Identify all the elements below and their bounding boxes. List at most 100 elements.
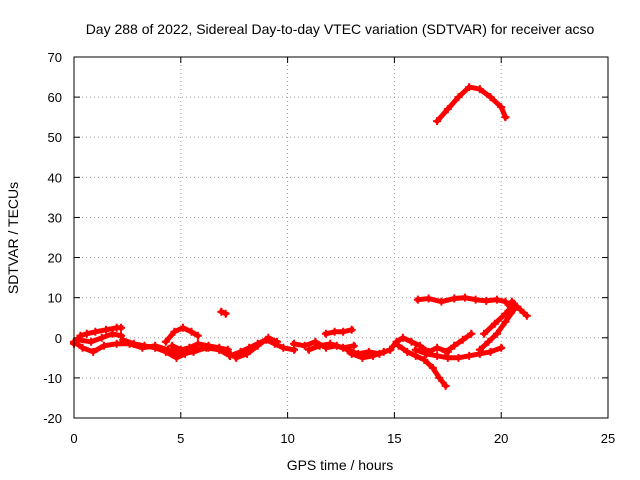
series-sat-c [74, 329, 125, 346]
data-point [475, 85, 484, 94]
data-point [516, 305, 525, 314]
data-point [420, 355, 429, 364]
data-point [433, 117, 442, 126]
series-sat-o [394, 341, 450, 390]
data-point [339, 343, 348, 352]
series-sat-k [304, 339, 358, 354]
data-point [193, 331, 202, 340]
data-point [490, 319, 499, 328]
data-point [172, 353, 181, 362]
x-tick-label: 25 [601, 431, 615, 446]
data-point [339, 327, 348, 336]
data-point [300, 341, 309, 350]
x-axis-label: GPS time / hours [287, 457, 394, 473]
data-point [522, 311, 531, 320]
data-point [492, 329, 501, 338]
data-point [407, 337, 416, 346]
data-point [433, 351, 442, 360]
data-point [99, 341, 108, 350]
data-point [232, 353, 241, 362]
grid-lines [74, 57, 608, 418]
y-tick-label: 10 [48, 291, 62, 306]
data-point [501, 297, 510, 306]
data-point [168, 341, 177, 350]
data-point [161, 337, 170, 346]
data-point [435, 373, 444, 382]
data-point [501, 317, 510, 326]
data-point [322, 329, 331, 338]
data-point [129, 339, 138, 348]
data-point [413, 295, 422, 304]
series-sat-l [322, 325, 356, 338]
data-point [482, 296, 491, 305]
data-point [424, 294, 433, 303]
data-point [450, 294, 459, 303]
data-point [97, 333, 106, 342]
data-point [460, 293, 469, 302]
data-point [87, 337, 96, 346]
data-point [311, 337, 320, 346]
data-point [467, 329, 476, 338]
series-trace [233, 334, 281, 362]
axis-ticks [73, 56, 609, 419]
series-sat-g [217, 307, 230, 318]
data-point [386, 345, 395, 354]
y-tick-label: -20 [43, 411, 62, 426]
data-point [116, 323, 125, 332]
data-point [204, 341, 213, 350]
data-point [108, 329, 117, 338]
data-point [416, 341, 425, 350]
data-point [119, 335, 128, 344]
y-tick-labels: -20 -10 0 10 20 30 40 50 60 70 [43, 50, 62, 426]
data-point [465, 83, 474, 92]
data-point [151, 343, 160, 352]
data-point [492, 295, 501, 304]
data-series [70, 83, 531, 390]
series-sat-m [347, 347, 388, 362]
data-point [264, 333, 273, 342]
data-point [443, 353, 452, 362]
data-point [82, 329, 91, 338]
data-point [89, 347, 98, 356]
data-point [507, 305, 516, 314]
data-point [187, 327, 196, 336]
data-point [347, 325, 356, 334]
data-point [454, 93, 463, 102]
data-point [465, 351, 474, 360]
data-point [484, 337, 493, 346]
data-point [428, 363, 437, 372]
data-point [486, 347, 495, 356]
data-point [243, 349, 252, 358]
series-trace [433, 84, 509, 125]
data-point [221, 309, 230, 318]
y-tick-label: 40 [48, 170, 62, 185]
series-trace [442, 330, 475, 356]
data-point [326, 339, 335, 348]
data-point [501, 309, 510, 318]
data-point [411, 345, 420, 354]
data-point [215, 343, 224, 352]
data-point [358, 353, 367, 362]
x-tick-label: 5 [177, 431, 184, 446]
data-point [161, 347, 170, 356]
data-point [398, 333, 407, 342]
series-sat-e [161, 323, 202, 346]
data-point [193, 339, 202, 348]
data-point [369, 351, 378, 360]
data-point [330, 327, 339, 336]
data-point [178, 323, 187, 332]
y-tick-label: 60 [48, 90, 62, 105]
x-tick-label: 15 [387, 431, 401, 446]
x-tick-labels: 0 5 10 15 20 25 [70, 431, 615, 446]
data-point [392, 337, 401, 346]
plot-frame [73, 56, 609, 419]
series-trace [415, 295, 516, 314]
data-point [480, 329, 489, 338]
data-point [454, 353, 463, 362]
data-point [486, 93, 495, 102]
data-point [78, 343, 87, 352]
data-point [290, 339, 299, 348]
data-point [497, 343, 506, 352]
data-point [441, 381, 450, 390]
data-point [443, 105, 452, 114]
